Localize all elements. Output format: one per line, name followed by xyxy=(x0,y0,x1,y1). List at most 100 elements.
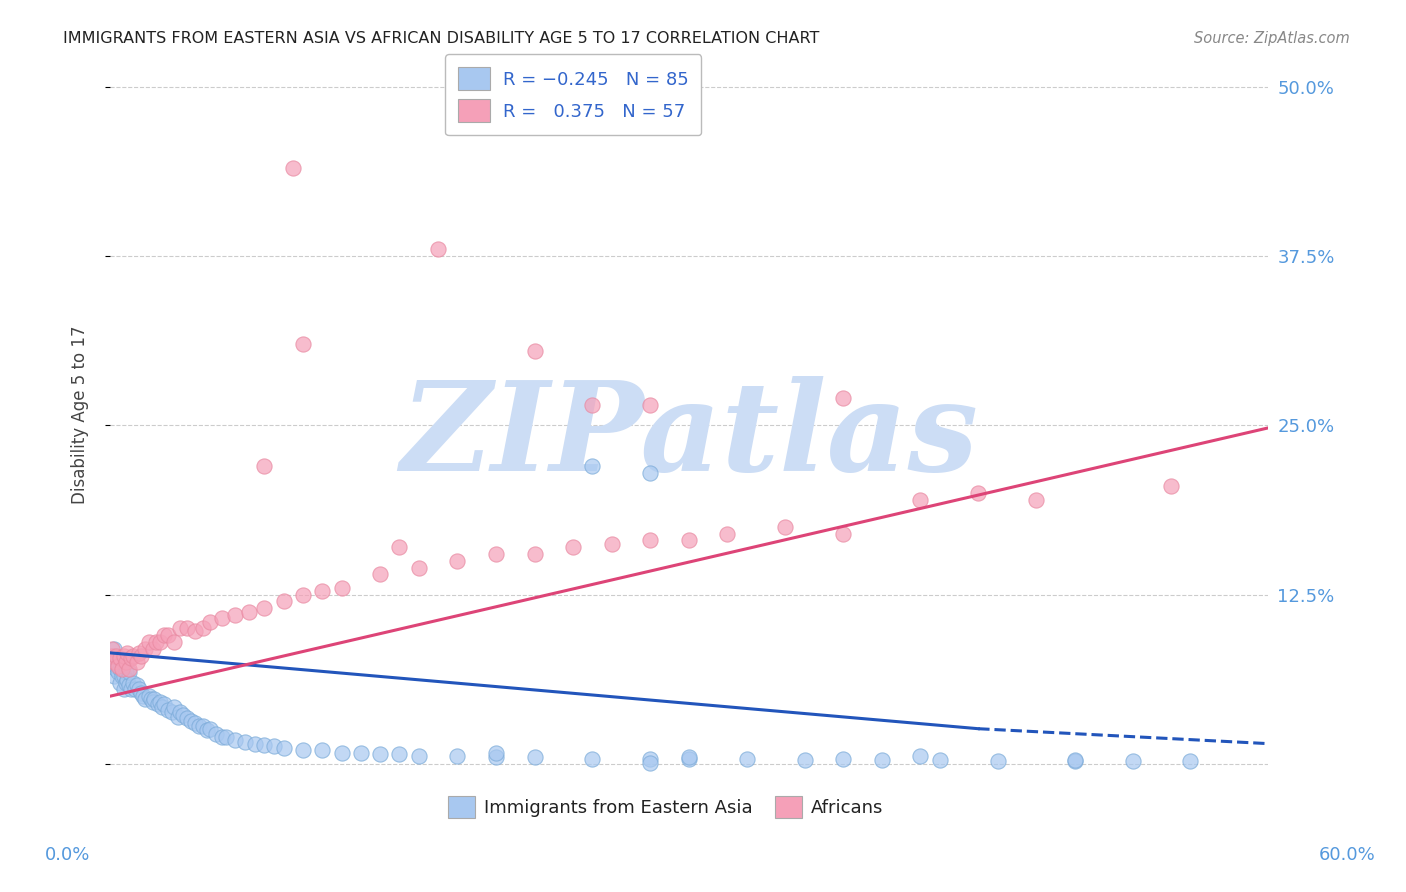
Point xyxy=(153,628,176,642)
Point xyxy=(910,748,932,763)
Point xyxy=(238,605,260,619)
Point xyxy=(292,588,315,602)
Point xyxy=(967,486,990,500)
Point xyxy=(104,659,127,673)
Point xyxy=(273,740,295,755)
Point xyxy=(150,700,173,714)
Point xyxy=(485,746,508,760)
Point xyxy=(132,689,155,703)
Point xyxy=(114,665,136,679)
Point xyxy=(184,624,207,639)
Point xyxy=(169,706,191,720)
Point xyxy=(408,748,430,763)
Point xyxy=(640,398,662,412)
Point xyxy=(200,615,222,629)
Point xyxy=(200,722,222,736)
Point xyxy=(330,746,353,760)
Point xyxy=(187,719,209,733)
Point xyxy=(128,682,150,697)
Text: ZIPatlas: ZIPatlas xyxy=(399,376,977,497)
Point xyxy=(104,648,127,663)
Point xyxy=(311,583,333,598)
Point xyxy=(125,656,148,670)
Point xyxy=(149,635,172,649)
Point xyxy=(122,675,145,690)
Point xyxy=(368,567,391,582)
Point xyxy=(581,751,603,765)
Text: 60.0%: 60.0% xyxy=(1319,846,1375,863)
Point xyxy=(172,708,194,723)
Point xyxy=(640,466,662,480)
Point xyxy=(129,686,152,700)
Point xyxy=(195,723,218,737)
Point xyxy=(141,695,163,709)
Point xyxy=(640,751,662,765)
Point xyxy=(101,656,124,670)
Point xyxy=(128,646,150,660)
Point xyxy=(111,662,134,676)
Point xyxy=(775,520,797,534)
Point xyxy=(156,703,179,717)
Point xyxy=(388,747,411,762)
Point xyxy=(600,537,623,551)
Point xyxy=(523,343,546,358)
Point xyxy=(523,750,546,764)
Point xyxy=(118,662,141,676)
Point xyxy=(125,678,148,692)
Point xyxy=(101,641,124,656)
Point xyxy=(141,641,163,656)
Point xyxy=(253,601,276,615)
Point xyxy=(138,635,160,649)
Point xyxy=(243,737,266,751)
Point xyxy=(163,700,186,714)
Point xyxy=(928,753,950,767)
Point xyxy=(160,706,183,720)
Point xyxy=(103,669,125,683)
Point xyxy=(111,669,134,683)
Point xyxy=(156,628,179,642)
Point xyxy=(640,533,662,548)
Point xyxy=(129,648,152,663)
Point xyxy=(112,648,135,663)
Point xyxy=(253,458,276,473)
Point xyxy=(523,547,546,561)
Point xyxy=(114,656,136,670)
Point xyxy=(388,540,411,554)
Point xyxy=(191,622,214,636)
Point xyxy=(350,746,373,760)
Point xyxy=(107,659,129,673)
Point xyxy=(191,719,214,733)
Point xyxy=(581,458,603,473)
Point xyxy=(368,747,391,762)
Point xyxy=(640,756,662,770)
Point xyxy=(330,581,353,595)
Point xyxy=(120,682,142,697)
Point xyxy=(910,492,932,507)
Point xyxy=(149,695,172,709)
Point xyxy=(211,610,233,624)
Point xyxy=(111,656,134,670)
Point xyxy=(793,753,815,767)
Point xyxy=(107,651,129,665)
Point xyxy=(233,735,256,749)
Point xyxy=(263,739,285,754)
Point xyxy=(224,732,246,747)
Point xyxy=(446,748,468,763)
Point xyxy=(581,398,603,412)
Point xyxy=(283,161,305,175)
Text: 0.0%: 0.0% xyxy=(45,846,90,863)
Point xyxy=(735,751,758,765)
Text: Source: ZipAtlas.com: Source: ZipAtlas.com xyxy=(1194,31,1350,46)
Point xyxy=(101,648,124,663)
Point xyxy=(180,714,202,728)
Point xyxy=(987,754,1010,768)
Point xyxy=(832,751,855,765)
Point xyxy=(562,540,585,554)
Point xyxy=(143,692,166,706)
Point xyxy=(1122,754,1144,768)
Point xyxy=(716,526,738,541)
Text: IMMIGRANTS FROM EASTERN ASIA VS AFRICAN DISABILITY AGE 5 TO 17 CORRELATION CHART: IMMIGRANTS FROM EASTERN ASIA VS AFRICAN … xyxy=(63,31,820,46)
Point xyxy=(153,698,176,712)
Point xyxy=(163,635,186,649)
Point xyxy=(112,669,135,683)
